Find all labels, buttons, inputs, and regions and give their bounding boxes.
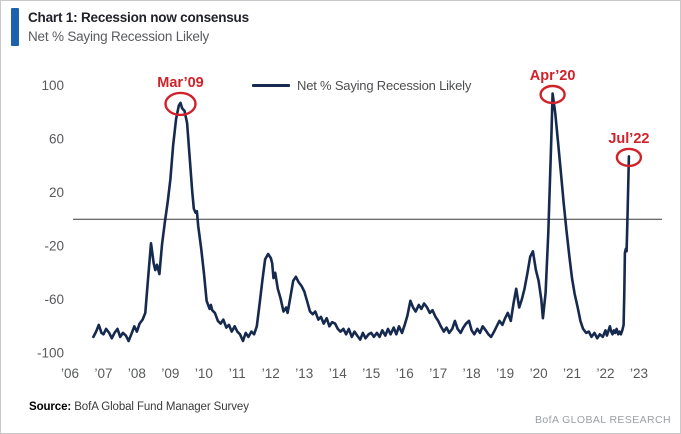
- source-text: BofA Global Fund Manager Survey: [74, 401, 249, 413]
- source-label: Source:: [29, 401, 72, 413]
- chart-title: Chart 1: Recession now consensus: [28, 10, 249, 25]
- y-tick-label: 20: [49, 185, 64, 200]
- chart-subtitle: Net % Saying Recession Likely: [28, 28, 210, 44]
- source-line: Source: BofA Global Fund Manager Survey: [29, 401, 249, 413]
- y-tick-label: -20: [44, 239, 64, 254]
- x-tick-label: ’14: [329, 366, 348, 381]
- x-tick-label: ’17: [429, 366, 447, 381]
- x-tick-label: ’22: [596, 366, 614, 381]
- x-tick-label: ’12: [262, 366, 280, 381]
- annotation-circle: [164, 91, 197, 117]
- x-tick-label: ’06: [61, 366, 79, 381]
- x-tick-label: ’15: [362, 366, 380, 381]
- x-tick-label: ’08: [128, 366, 146, 381]
- x-axis-ticks: ’06 ’07 ’08 ’09 ’10 ’11 ’12 ’13 ’14 ’15 ’16 ’17 ’18 ’…: [61, 366, 648, 381]
- x-tick-label: ’10: [195, 366, 213, 381]
- x-tick-label: ’11: [229, 366, 246, 381]
- annotation-label: Jul’22: [608, 131, 649, 147]
- y-tick-label: -100: [37, 346, 64, 361]
- x-tick-label: ’16: [396, 366, 414, 381]
- x-tick-label: ’18: [463, 366, 481, 381]
- x-tick-label: ’13: [295, 366, 313, 381]
- brand-credit: BofA GLOBAL RESEARCH: [535, 414, 671, 426]
- x-tick-label: ’07: [94, 366, 112, 381]
- legend-line-swatch: [252, 84, 290, 87]
- y-tick-label: 60: [49, 132, 64, 147]
- x-tick-label: ’20: [530, 366, 548, 381]
- header-accent-bar: [11, 8, 19, 46]
- annotation-circle: [615, 147, 643, 168]
- y-tick-label: 100: [41, 78, 64, 93]
- annotation-label: Mar’09: [157, 75, 203, 91]
- x-tick-label: ’23: [630, 366, 648, 381]
- x-tick-label: ’09: [161, 366, 179, 381]
- header-text: Chart 1: Recession now consensus Net % S…: [28, 8, 249, 46]
- chart-header: Chart 1: Recession now consensus Net % S…: [11, 8, 249, 46]
- y-tick-label: -60: [44, 292, 64, 307]
- chart-legend: Net % Saying Recession Likely: [252, 78, 471, 93]
- y-axis-ticks: 100 60 20 -20 -60 -100: [37, 78, 64, 361]
- legend-label: Net % Saying Recession Likely: [297, 78, 472, 93]
- series-line: [92, 92, 631, 343]
- x-tick-label: ’21: [563, 366, 581, 381]
- x-tick-label: ’19: [496, 366, 514, 381]
- annotation-label: Apr’20: [530, 68, 576, 84]
- annotation-circle: [539, 84, 566, 105]
